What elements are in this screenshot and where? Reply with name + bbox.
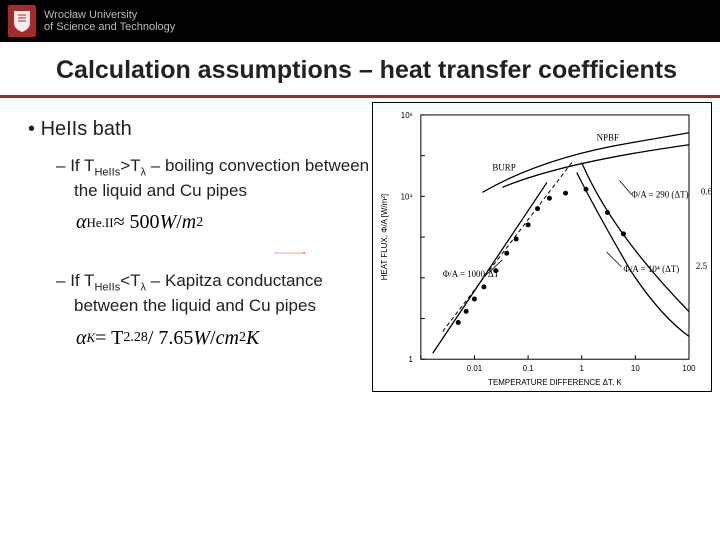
university-logo bbox=[8, 5, 36, 37]
svg-text:Φ/A = 10⁴ (ΔT): Φ/A = 10⁴ (ΔT) bbox=[623, 264, 679, 274]
svg-text:100: 100 bbox=[682, 364, 696, 373]
shield-icon bbox=[12, 9, 32, 33]
svg-text:0.1: 0.1 bbox=[523, 364, 535, 373]
header-bar: Wrocław University of Science and Techno… bbox=[0, 0, 720, 42]
sub-bullet-2: – If THeIIs<Tλ – Kapitza conductance bet… bbox=[74, 270, 374, 316]
sub-bullet-1: – If THeIIs>Tλ – boiling convection betw… bbox=[74, 155, 374, 201]
title-bar: Calculation assumptions – heat transfer … bbox=[0, 42, 720, 98]
svg-text:10⁶: 10⁶ bbox=[401, 111, 413, 120]
uni-line2: of Science and Technology bbox=[44, 21, 175, 33]
svg-text:1: 1 bbox=[408, 355, 413, 364]
heat-flux-chart: 1 10⁴ 10⁶ 0.01 0.1 1 10 100 TEMPERATURE … bbox=[372, 102, 712, 392]
svg-text:0.67: 0.67 bbox=[701, 186, 711, 196]
svg-text:Φ/A = 290 (ΔT): Φ/A = 290 (ΔT) bbox=[631, 189, 688, 199]
svg-text:10⁴: 10⁴ bbox=[401, 192, 414, 201]
arrow-icon bbox=[210, 252, 370, 254]
svg-text:NPBF: NPBF bbox=[597, 132, 619, 142]
svg-text:TEMPERATURE DIFFERENCE ΔT, K: TEMPERATURE DIFFERENCE ΔT, K bbox=[488, 378, 622, 387]
svg-text:2.5: 2.5 bbox=[696, 261, 708, 271]
uni-line1: Wrocław University bbox=[44, 9, 175, 21]
university-name: Wrocław University of Science and Techno… bbox=[44, 9, 175, 33]
svg-text:BURP: BURP bbox=[492, 162, 515, 172]
svg-text:1: 1 bbox=[580, 364, 585, 373]
svg-text:10: 10 bbox=[631, 364, 640, 373]
svg-text:HEAT FLUX, Φ/A [W/m²]: HEAT FLUX, Φ/A [W/m²] bbox=[380, 194, 389, 280]
svg-text:0.01: 0.01 bbox=[467, 364, 483, 373]
content-area: HeIIs bath – If THeIIs>Tλ – boiling conv… bbox=[0, 98, 720, 512]
slide-title: Calculation assumptions – heat transfer … bbox=[56, 56, 702, 85]
